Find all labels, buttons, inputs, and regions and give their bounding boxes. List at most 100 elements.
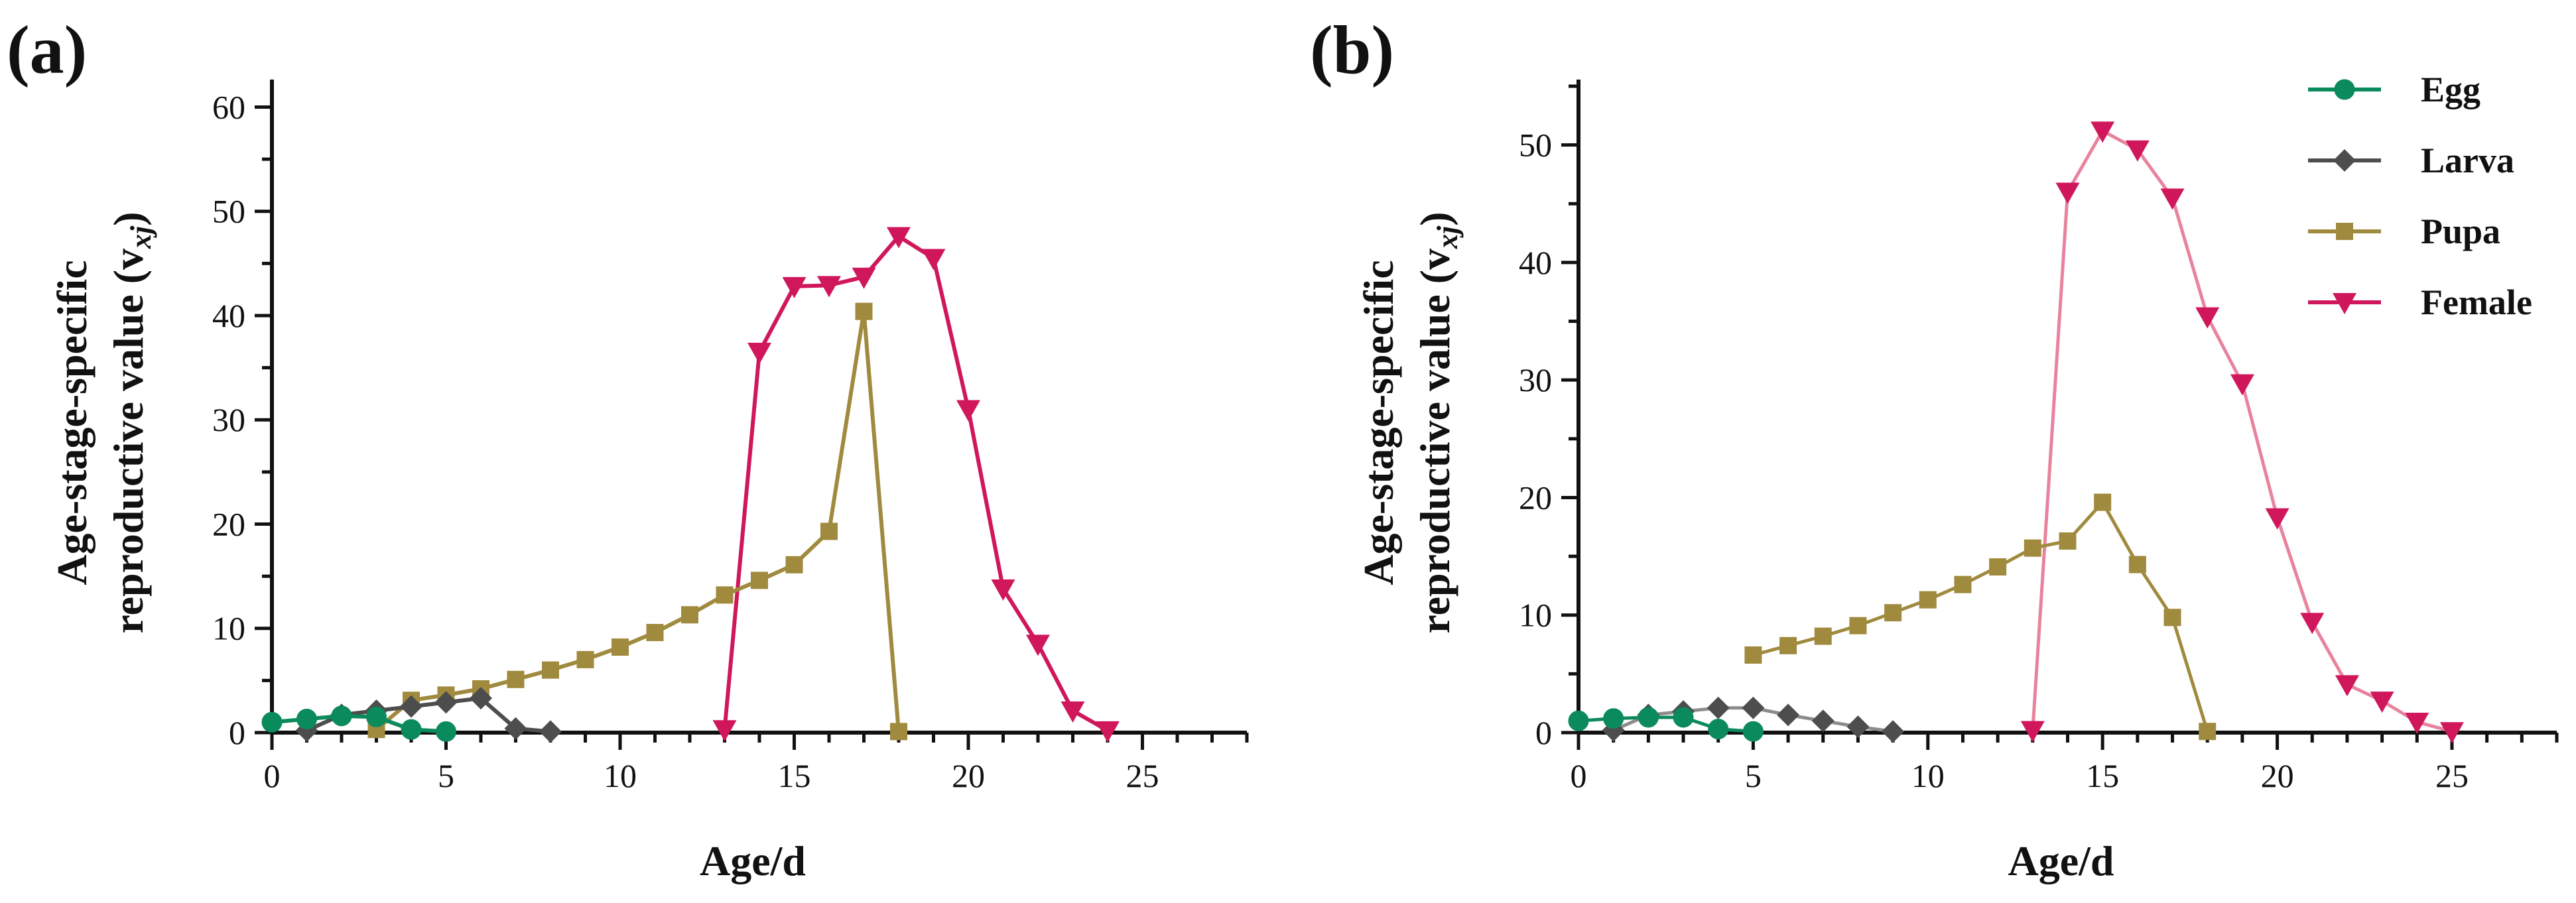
- data-point-female: [2370, 692, 2394, 713]
- legend-marker-female: [2333, 293, 2356, 314]
- data-point-female: [2300, 613, 2325, 634]
- y-tick-label: 60: [212, 88, 245, 125]
- y-tick-label: 30: [1519, 361, 1552, 398]
- data-point-pupa: [716, 586, 734, 604]
- data-point-egg: [296, 709, 317, 730]
- data-point-larva: [539, 720, 562, 743]
- series-line-female: [2031, 129, 2453, 733]
- data-point-pupa: [576, 650, 594, 668]
- y-tick-label: 0: [229, 714, 245, 751]
- data-point-larva: [1707, 696, 1730, 719]
- data-point-pupa: [1884, 604, 1902, 622]
- data-point-female: [2405, 713, 2429, 735]
- data-point-pupa: [1954, 575, 1972, 593]
- data-point-egg: [1568, 710, 1589, 731]
- y-axis-title-text: reproductive value (v: [1411, 249, 1458, 634]
- data-point-female: [2230, 374, 2254, 396]
- y-tick-label: 40: [212, 297, 245, 334]
- data-point-pupa: [2163, 609, 2181, 627]
- y-tick-label: 40: [1519, 244, 1552, 281]
- data-point-larva: [1742, 696, 1765, 719]
- data-point-female: [991, 579, 1015, 601]
- data-point-pupa: [855, 302, 873, 320]
- data-point-pupa: [542, 661, 559, 679]
- x-tick-label: 15: [2086, 757, 2119, 794]
- data-point-egg: [331, 705, 352, 727]
- x-tick-label: 20: [952, 757, 985, 794]
- y-tick-label: 20: [212, 505, 245, 542]
- legend-label-larva: Larva: [2421, 141, 2514, 180]
- y-axis-title-subscript: xj: [125, 225, 157, 249]
- legend-label-pupa: Pupa: [2421, 211, 2500, 251]
- data-point-pupa: [2059, 532, 2077, 550]
- panel-label: (b): [1310, 12, 1394, 88]
- data-point-female: [817, 276, 841, 298]
- data-point-pupa: [507, 670, 525, 688]
- data-point-pupa: [785, 556, 803, 573]
- data-point-female: [2125, 140, 2150, 162]
- x-tick-label: 0: [1571, 757, 1587, 794]
- x-tick-label: 10: [1911, 757, 1945, 794]
- series-line-pupa: [1752, 501, 2209, 732]
- data-point-pupa: [820, 522, 838, 540]
- data-point-larva: [470, 687, 492, 710]
- y-axis-title-line1: Age-stage-specific: [48, 260, 96, 585]
- data-point-larva: [1882, 720, 1905, 743]
- x-tick-label: 25: [2435, 757, 2469, 794]
- data-point-larva: [400, 695, 422, 718]
- data-point-pupa: [1744, 646, 1762, 664]
- data-point-pupa: [646, 624, 664, 642]
- y-tick-label: 0: [1535, 714, 1552, 751]
- y-axis-title-subscript: xj: [1431, 225, 1464, 249]
- legend: Egg Larva Pupa Female: [2308, 70, 2532, 322]
- y-tick-label: 20: [1519, 479, 1552, 516]
- legend-marker-pupa: [2336, 223, 2353, 240]
- data-point-pupa: [2024, 539, 2041, 557]
- data-point-egg: [261, 711, 283, 733]
- data-point-larva: [1777, 703, 1800, 727]
- x-axis-title: Age/d: [2008, 837, 2114, 884]
- y-axis-title-text: reproductive value (v: [105, 249, 152, 634]
- data-point-female: [921, 249, 946, 271]
- y-tick-label: 10: [1519, 597, 1552, 634]
- data-point-pupa: [681, 606, 698, 624]
- data-point-egg: [1638, 707, 1659, 728]
- data-point-female: [887, 227, 911, 249]
- y-tick-label: 10: [212, 610, 245, 647]
- data-point-female: [1061, 701, 1085, 723]
- data-point-female: [956, 400, 980, 422]
- panel-a: (a) 0 5 10 15 20 25 0 10 20 30 40 50 60 Age/d Age-stage…: [7, 12, 1249, 884]
- x-axis-title: Age/d: [700, 837, 806, 884]
- y-tick-label: 50: [212, 193, 245, 230]
- data-point-egg: [1708, 719, 1729, 740]
- x-tick-label: 15: [778, 757, 811, 794]
- data-point-egg: [1742, 721, 1764, 742]
- y-tick-label: 50: [1519, 127, 1552, 164]
- data-point-larva: [504, 717, 527, 740]
- data-point-female: [2020, 721, 2045, 743]
- data-point-egg: [1603, 708, 1624, 729]
- legend-marker-larva: [2333, 149, 2356, 172]
- data-point-pupa: [2199, 723, 2217, 741]
- data-point-female: [852, 267, 876, 289]
- x-tick-label: 0: [264, 757, 281, 794]
- data-point-pupa: [1814, 627, 1832, 645]
- x-tick-label: 10: [604, 757, 637, 794]
- series-line-female: [722, 234, 1109, 733]
- x-tick-label: 25: [1126, 757, 1159, 794]
- data-point-female: [712, 720, 737, 742]
- data-point-pupa: [1849, 617, 1867, 634]
- data-point-pupa: [2094, 493, 2112, 511]
- legend-label-egg: Egg: [2421, 70, 2480, 109]
- data-point-female: [2335, 675, 2359, 697]
- data-point-egg: [436, 721, 456, 742]
- panel-label: (a): [7, 12, 87, 88]
- data-point-egg: [1673, 707, 1694, 728]
- data-point-female: [2265, 508, 2289, 530]
- data-point-female: [2195, 307, 2220, 329]
- data-point-larva: [1811, 709, 1835, 733]
- y-axis-title-line2: reproductive value (vxj): [1411, 211, 1464, 633]
- panel-b: (b) 0 5 10 15 20 25 0 10 20 30 40 50 Age/d Age-stage-s…: [1310, 12, 2559, 884]
- data-point-pupa: [2128, 556, 2146, 573]
- data-point-female: [1026, 634, 1050, 656]
